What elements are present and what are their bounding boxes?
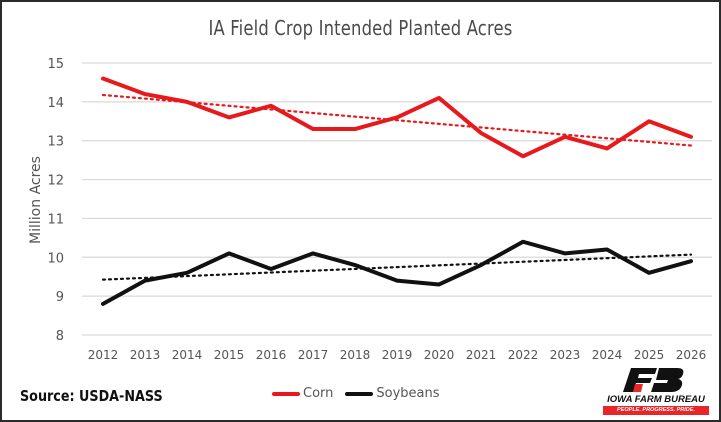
legend: Corn Soybeans (272, 386, 452, 401)
gridlines (82, 62, 712, 336)
fb-logo-icon (623, 368, 684, 392)
x-tick-label: 2012 (88, 348, 119, 362)
legend-swatch-soybeans (345, 391, 374, 396)
legend-swatch-corn (272, 391, 300, 396)
x-tick-label: 2026 (676, 348, 707, 362)
y-tick-label: 12 (47, 174, 64, 189)
y-axis-ticks: 8 9 10 11 12 13 14 15 (47, 57, 64, 344)
y-tick-label: 11 (47, 212, 64, 227)
y-tick-label: 15 (47, 57, 64, 72)
x-tick-label: 2020 (424, 348, 455, 362)
x-tick-label: 2013 (130, 348, 161, 362)
x-axis-ticks: 2012 2013 2014 2015 2016 2017 2018 2019 2020 2021… (88, 348, 707, 362)
legend-label-soybeans: Soybeans (376, 386, 440, 401)
x-tick-label: 2016 (256, 348, 287, 362)
x-tick-label: 2023 (550, 348, 581, 362)
y-tick-label: 8 (56, 329, 64, 344)
series-line-soybeans (101, 239, 693, 306)
x-tick-label: 2021 (466, 348, 497, 362)
y-tick-label: 10 (47, 251, 64, 266)
logo-tagline: PEOPLE. PROGRESS. PRIDE. (603, 406, 709, 415)
y-tick-label: 9 (56, 290, 64, 305)
y-tick-label: 13 (47, 135, 64, 150)
y-tick-label: 14 (47, 96, 64, 111)
source-note: Source: USDA-NASS (20, 387, 163, 405)
iowa-farm-bureau-logo: IOWA FARM BUREAU PEOPLE. PROGRESS. PRIDE… (597, 366, 715, 416)
x-tick-label: 2015 (214, 348, 245, 362)
x-tick-label: 2022 (508, 348, 539, 362)
series-lines (101, 76, 693, 306)
x-tick-label: 2024 (592, 348, 623, 362)
trendline-soybeans (101, 253, 693, 281)
x-tick-label: 2025 (634, 348, 665, 362)
x-tick-label: 2017 (298, 348, 329, 362)
logo-name: IOWA FARM BUREAU (607, 394, 705, 405)
legend-item-corn: Corn (272, 386, 333, 401)
x-tick-label: 2019 (382, 348, 413, 362)
legend-label-corn: Corn (303, 386, 334, 401)
trendline-corn (101, 93, 693, 147)
chart-title: IA Field Crop Intended Planted Acres (208, 16, 513, 40)
legend-item-soybeans: Soybeans (345, 386, 440, 401)
x-tick-label: 2018 (340, 348, 371, 362)
x-tick-label: 2014 (172, 348, 203, 362)
y-axis-label: Million Acres (28, 156, 44, 244)
trendlines (101, 93, 693, 281)
